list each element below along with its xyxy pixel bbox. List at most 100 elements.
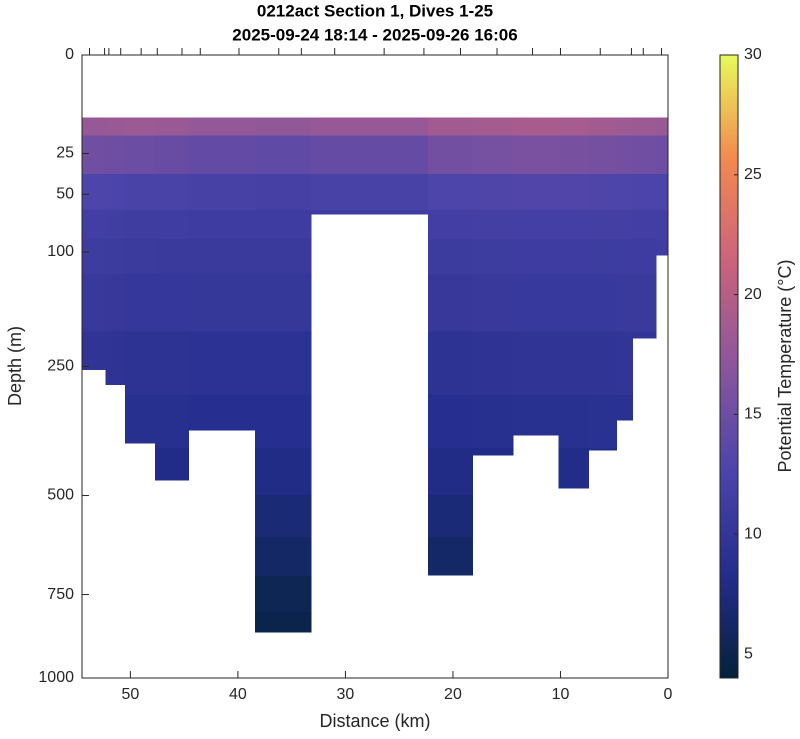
cell: [616, 395, 634, 421]
cell: [472, 209, 514, 240]
cell: [188, 173, 256, 211]
cell: [558, 117, 589, 136]
cell: [155, 274, 189, 332]
cell: [656, 238, 669, 256]
cell: [311, 135, 429, 175]
cell: [558, 395, 589, 449]
y-tick-label: 100: [47, 243, 74, 260]
y-tick-label: 250: [47, 358, 74, 375]
cell: [472, 238, 514, 275]
cell: [155, 395, 189, 449]
cell: [82, 209, 107, 240]
cell: [588, 173, 617, 211]
cell: [155, 331, 189, 396]
cell: [588, 209, 617, 240]
x-tick-label: 30: [337, 686, 355, 703]
colorbar-tick-label: 15: [744, 406, 762, 423]
cell: [311, 173, 429, 211]
cell: [588, 448, 617, 451]
cell: [188, 331, 256, 396]
colorbar-tick-label: 10: [744, 525, 762, 542]
cell: [82, 238, 107, 275]
cell: [656, 209, 669, 240]
cell: [125, 274, 156, 332]
colorbar-tick-label: 20: [744, 286, 762, 303]
cell: [188, 135, 256, 175]
cell: [632, 135, 657, 175]
cell: [513, 395, 559, 436]
cell: [125, 238, 156, 275]
cell: [558, 238, 589, 275]
y-axis-label: Depth (m): [5, 326, 25, 406]
y-tick-label: 1000: [38, 669, 74, 686]
cell: [558, 331, 589, 396]
cell: [656, 117, 669, 136]
cell: [616, 173, 634, 211]
cell: [656, 173, 669, 211]
y-tick-label: 750: [47, 586, 74, 603]
cell: [188, 209, 256, 240]
cell: [558, 135, 589, 175]
cell: [616, 117, 634, 136]
colorbar: [719, 54, 739, 679]
axes: 50 40 30 20 10 002550100250500750100051015202…: [38, 46, 761, 703]
cell: [125, 209, 156, 240]
cell: [82, 274, 107, 332]
cell: [428, 494, 473, 538]
colorbar-label: Potential Temperature (°C): [775, 260, 795, 473]
cell: [105, 331, 126, 386]
cell: [616, 238, 634, 275]
colorbar-tick-label: 25: [744, 166, 762, 183]
cell: [428, 448, 473, 496]
cell: [105, 209, 126, 240]
cell: [428, 173, 473, 211]
cell: [105, 274, 126, 332]
cell: [255, 575, 312, 613]
cell: [616, 135, 634, 175]
cell: [82, 173, 107, 211]
cell: [82, 135, 107, 175]
cell: [188, 238, 256, 275]
cell: [105, 238, 126, 275]
cell: [472, 117, 514, 136]
cell: [155, 117, 189, 136]
cell: [105, 135, 126, 175]
cells: [82, 117, 669, 633]
cell: [155, 135, 189, 175]
cell: [428, 331, 473, 396]
cell: [255, 173, 312, 211]
cell: [558, 209, 589, 240]
cell: [513, 238, 559, 275]
cell: [472, 448, 514, 456]
cell: [588, 274, 617, 332]
cell: [513, 274, 559, 332]
x-tick-label: 10: [552, 686, 570, 703]
y-tick-label: 50: [56, 186, 74, 203]
cell: [513, 209, 559, 240]
cell: [125, 135, 156, 175]
cell: [632, 117, 657, 136]
cell: [125, 173, 156, 211]
cell: [188, 395, 256, 431]
cell: [255, 537, 312, 577]
x-tick-label: 0: [664, 686, 673, 703]
y-tick-label: 0: [65, 46, 74, 63]
cell: [632, 274, 657, 332]
cell: [255, 494, 312, 538]
cell: [255, 274, 312, 332]
cell: [513, 135, 559, 175]
cell: [155, 448, 189, 481]
x-axis-label: Distance (km): [319, 711, 430, 731]
cell: [472, 135, 514, 175]
cell: [125, 117, 156, 136]
cell: [255, 611, 312, 633]
cell: [558, 274, 589, 332]
cell: [105, 117, 126, 136]
chart-title: 0212act Section 1, Dives 1-25: [257, 1, 493, 20]
cell: [428, 135, 473, 175]
cell: [255, 331, 312, 396]
x-tick-label: 40: [229, 686, 247, 703]
cell: [188, 117, 256, 136]
cell: [82, 331, 107, 371]
